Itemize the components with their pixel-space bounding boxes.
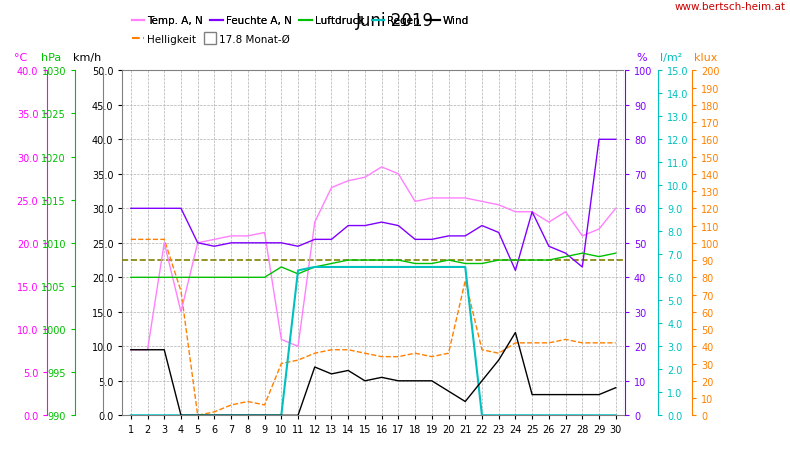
Legend: Temp. A, N, Feuchte A, N, Luftdruck, Regen, Wind: Temp. A, N, Feuchte A, N, Luftdruck, Reg…	[128, 12, 473, 30]
Text: °C: °C	[14, 53, 28, 63]
Text: klux: klux	[694, 53, 717, 63]
Text: Juni 2019: Juni 2019	[356, 11, 434, 29]
Text: www.bertsch-heim.at: www.bertsch-heim.at	[675, 2, 786, 12]
Text: hPa: hPa	[41, 53, 62, 63]
Text: l/m²: l/m²	[660, 53, 682, 63]
Text: km/h: km/h	[73, 53, 101, 63]
Text: %: %	[637, 53, 647, 63]
Legend: Helligkeit, 17.8 Monat-Ø: Helligkeit, 17.8 Monat-Ø	[128, 30, 295, 49]
